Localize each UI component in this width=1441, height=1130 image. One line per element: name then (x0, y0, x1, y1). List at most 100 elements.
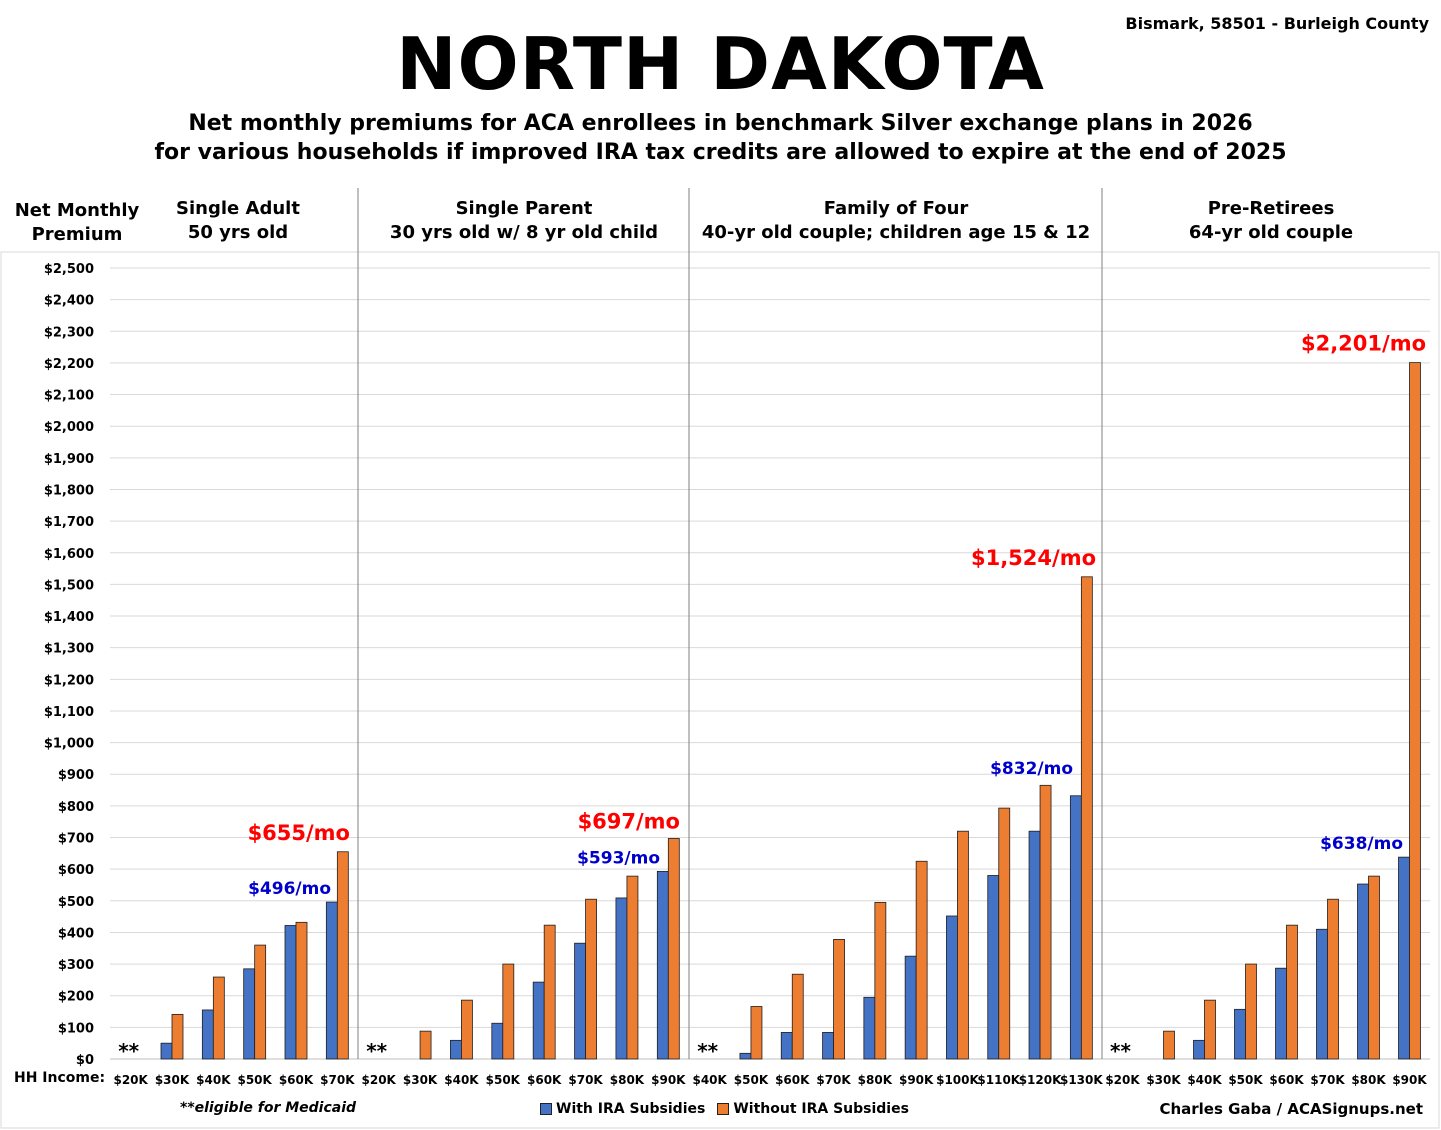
plot-frame (0, 251, 1440, 1129)
bar-with-ira (822, 1032, 834, 1060)
x-tick-label: $30K (1146, 1073, 1181, 1087)
callout-without-ira: $697/mo (578, 809, 680, 833)
panel-subtitle: 50 yrs old (187, 222, 289, 243)
y-tick-label: $1,000 (44, 737, 94, 752)
y-tick-label: $1,800 (44, 483, 94, 498)
bar-with-ira (739, 1052, 752, 1060)
x-tick-label: $30K (403, 1073, 438, 1087)
bar-without-ira (1080, 576, 1093, 1060)
bar-with-ira (1357, 883, 1369, 1060)
x-tick-label: $70K (568, 1073, 603, 1087)
x-tick-label: $20K (113, 1073, 148, 1087)
panel-title: Pre-Retirees (1207, 198, 1335, 219)
location-label: Bismark, 58501 - Burleigh County (1125, 14, 1429, 33)
medicaid-marker: ** (118, 1039, 139, 1063)
y-tick-label: $100 (58, 1021, 94, 1036)
panel-header-pre-retirees: Pre-Retirees 64-yr old couple (1103, 197, 1439, 245)
bar-with-ira (987, 875, 1000, 1060)
bar-without-ira (502, 963, 515, 1060)
x-tick-label: $120K (1019, 1073, 1062, 1087)
bar-without-ira (1163, 1030, 1175, 1060)
chart-legend: With IRA Subsidies Without IRA Subsidies (540, 1101, 921, 1117)
y-axis-title-line-2: Premium (31, 224, 123, 245)
bar-without-ira (419, 1030, 432, 1060)
y-axis-title: Net Monthly Premium (4, 199, 150, 247)
panel-title: Single Adult (176, 198, 300, 219)
callout-with-ira: $593/mo (577, 848, 660, 868)
x-tick-label: $60K (1269, 1073, 1304, 1087)
medicaid-marker: ** (1110, 1039, 1131, 1063)
bar-without-ira (1245, 963, 1257, 1060)
bar-with-ira (1193, 1039, 1205, 1060)
legend-label-without: Without IRA Subsidies (733, 1101, 909, 1117)
y-tick-label: $900 (58, 768, 94, 783)
x-tick-label: $130K (1060, 1073, 1103, 1087)
x-tick-label: $40K (444, 1073, 479, 1087)
bar-without-ira (667, 838, 680, 1060)
panel-subtitle: 30 yrs old w/ 8 yr old child (389, 222, 659, 243)
legend-swatch-with (540, 1103, 552, 1115)
bar-with-ira (574, 942, 586, 1060)
y-tick-label: $1,400 (44, 610, 94, 625)
y-tick-label: $700 (58, 832, 94, 847)
x-tick-label: $110K (977, 1073, 1020, 1087)
y-axis-title-line-1: Net Monthly (14, 200, 140, 221)
bar-with-ira (863, 996, 876, 1060)
medicaid-marker: ** (697, 1039, 718, 1063)
x-tick-label: $30K (155, 1073, 190, 1087)
x-tick-label: $40K (196, 1073, 231, 1087)
credit-line: Charles Gaba / ACASignups.net (1159, 1100, 1423, 1118)
hh-income-label: HH Income: (14, 1070, 106, 1086)
x-tick-label: $90K (899, 1073, 934, 1087)
bar-without-ira (543, 924, 556, 1060)
y-tick-label: $800 (58, 800, 94, 815)
bar-without-ira (874, 901, 887, 1060)
y-tick-label: $500 (58, 895, 94, 910)
x-tick-label: $50K (1228, 1073, 1263, 1087)
x-tick-label: $50K (734, 1073, 769, 1087)
bar-without-ira (461, 999, 473, 1060)
bar-without-ira (171, 1013, 184, 1060)
bar-with-ira (1069, 795, 1082, 1060)
panel-header-family-of-four: Family of Four 40-yr old couple; childre… (690, 197, 1102, 245)
bar-with-ira (946, 915, 958, 1060)
bar-without-ira (833, 939, 845, 1060)
y-tick-label: $2,400 (44, 294, 94, 309)
y-tick-label: $0 (76, 1053, 94, 1068)
subtitle-line-1: Net monthly premiums for ACA enrollees i… (188, 111, 1253, 136)
panel-header-single-parent: Single Parent 30 yrs old w/ 8 yr old chi… (359, 197, 689, 245)
y-tick-label: $1,700 (44, 515, 94, 530)
x-tick-label: $50K (237, 1073, 272, 1087)
y-tick-label: $600 (58, 863, 94, 878)
panel-title: Single Parent (455, 198, 593, 219)
x-tick-label: $50K (486, 1073, 521, 1087)
medicaid-marker: ** (366, 1039, 387, 1063)
panel-subtitle: 40-yr old couple; children age 15 & 12 (701, 222, 1091, 243)
x-tick-label: $80K (1351, 1073, 1386, 1087)
bar-with-ira (160, 1042, 173, 1060)
bar-without-ira (336, 851, 349, 1060)
bar-without-ira (1368, 875, 1380, 1060)
subtitle-line-2: for various households if improved IRA t… (154, 140, 1287, 165)
bar-with-ira (1398, 856, 1410, 1060)
x-tick-label: $60K (527, 1073, 562, 1087)
bar-with-ira (284, 925, 297, 1060)
bar-with-ira (656, 870, 669, 1060)
x-tick-label: $90K (651, 1073, 686, 1087)
x-tick-label: $40K (692, 1073, 727, 1087)
bar-with-ira (243, 968, 256, 1060)
bar-with-ira (450, 1039, 462, 1060)
bar-without-ira (915, 860, 928, 1060)
y-tick-label: $2,000 (44, 420, 94, 435)
bar-with-ira (491, 1022, 504, 1060)
bar-without-ira (585, 898, 597, 1060)
callout-without-ira: $1,524/mo (971, 546, 1096, 570)
y-tick-label: $2,200 (44, 357, 94, 372)
y-tick-label: $1,200 (44, 673, 94, 688)
x-tick-label: $70K (1310, 1073, 1345, 1087)
y-tick-label: $1,600 (44, 547, 94, 562)
callout-without-ira: $655/mo (248, 821, 350, 845)
bar-without-ira (1286, 924, 1298, 1060)
